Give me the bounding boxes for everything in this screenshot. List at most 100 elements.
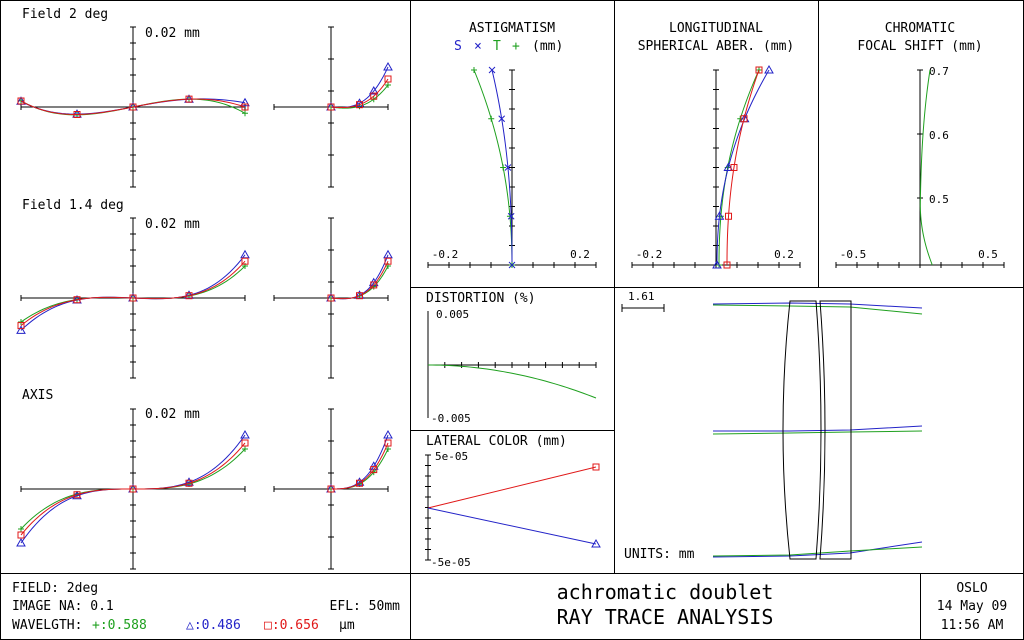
square-marker <box>327 485 335 493</box>
square-marker <box>356 101 363 109</box>
chromatic-y-label-0-7: 0.7 <box>929 65 949 78</box>
distortion-title: DISTORTION (%) <box>426 291 536 306</box>
ray-fan-0-tangential <box>16 26 250 188</box>
footer-wl-red: □:0.656 <box>264 618 319 633</box>
distortion-ymin-label: -0.005 <box>431 412 471 425</box>
footer: FIELD: 2deg IMAGE NA: 0.1 EFL: 50mm WAVE… <box>12 580 1007 633</box>
astig-legend-t: T <box>493 39 501 54</box>
square-marker <box>73 111 81 118</box>
astig-xmin-label: -0.2 <box>432 248 459 261</box>
distortion-curve <box>427 364 597 399</box>
triangle-marker <box>184 477 194 486</box>
ray-fan-1-tangential <box>16 217 250 379</box>
footer-efl: EFL: 50mm <box>330 599 401 614</box>
distortion-ymax-label: 0.005 <box>436 308 469 321</box>
x-marker <box>508 261 516 269</box>
fan-scale-label: 0.02 mm <box>145 26 200 41</box>
plus-marker <box>242 110 248 117</box>
x-marker <box>498 115 506 123</box>
plus-marker <box>506 213 513 220</box>
ray-fan-0-sagittal <box>273 26 393 188</box>
triangle-marker <box>723 162 734 171</box>
chromatic-title-1: CHROMATIC <box>885 21 955 36</box>
chromatic-focal-shift-plot: CHROMATIC FOCAL SHIFT (mm) 0.7 0.6 0.5 -… <box>835 21 1005 268</box>
fan-curve-red <box>330 442 389 490</box>
lens-element-1 <box>782 300 822 560</box>
square-marker <box>129 485 137 493</box>
triangle-marker <box>368 86 379 95</box>
plus-marker <box>488 115 495 122</box>
square-marker <box>723 261 731 269</box>
square-marker <box>185 95 193 103</box>
plus-marker <box>18 319 24 325</box>
astig-legend-units: (mm) <box>532 39 563 54</box>
fan-scale-label: 0.02 mm <box>145 217 200 232</box>
astigmatism-title: ASTIGMATISM <box>469 21 555 36</box>
chromatic-curve <box>919 69 933 266</box>
square-marker <box>384 257 392 265</box>
square-marker <box>327 294 335 302</box>
astig-legend-x: × <box>474 39 482 54</box>
square-marker <box>185 479 193 487</box>
x-marker <box>488 66 496 74</box>
square-marker <box>370 466 378 474</box>
distortion-plot: DISTORTION (%) 0.005 -0.005 <box>426 291 597 425</box>
astig-legend-plus: + <box>512 39 520 54</box>
field-label-axis: AXIS <box>22 388 53 403</box>
plus-marker <box>500 164 507 171</box>
plus-marker <box>18 526 24 532</box>
fan-curve-red <box>20 260 246 326</box>
square-marker <box>17 97 25 105</box>
triangle-marker <box>16 537 26 547</box>
square-marker <box>241 439 249 447</box>
square-marker <box>356 292 363 300</box>
astig-legend-s: S <box>454 39 462 54</box>
fan-curve-red <box>20 442 246 536</box>
spherical-title-2: SPHERICAL ABER. (mm) <box>638 39 795 54</box>
triangle-marker <box>714 211 725 220</box>
footer-analysis-title: RAY TRACE ANALYSIS <box>557 605 774 629</box>
footer-time: 11:56 AM <box>941 618 1004 633</box>
chromatic-xmax-label: 0.5 <box>978 248 998 261</box>
triangle-marker <box>764 64 774 74</box>
square-marker <box>17 322 25 330</box>
square-marker <box>730 164 738 171</box>
lateral-color-plot: LATERAL COLOR (mm) 5e-05 -5e-05 <box>425 434 601 569</box>
square-marker <box>725 212 733 220</box>
footer-field: FIELD: 2deg <box>12 581 98 596</box>
ray-fan-2-tangential <box>16 408 250 570</box>
plus-marker <box>242 446 248 452</box>
square-marker <box>384 75 392 83</box>
chromatic-title-2: FOCAL SHIFT (mm) <box>857 39 982 54</box>
square-marker <box>327 103 335 111</box>
footer-lens-title: achromatic doublet <box>557 580 774 604</box>
spherical-title-1: LONGITUDINAL <box>669 21 763 36</box>
field-label-1-4deg: Field 1.4 deg <box>22 198 124 213</box>
lateral-color-ymin-label: -5e-05 <box>431 556 471 569</box>
square-marker <box>129 103 137 111</box>
lens-layout-view: 1.61 UNITS: mm <box>621 290 923 562</box>
triangle-marker <box>240 429 250 439</box>
plus-marker <box>471 67 477 73</box>
footer-wavelength-label: WAVELGTH: <box>12 618 82 633</box>
fan-scale-label: 0.02 mm <box>145 407 200 422</box>
fan-curve-red <box>20 98 246 116</box>
footer-program: OSLO <box>956 581 987 596</box>
square-marker <box>241 103 249 111</box>
longitudinal-spherical-plot: LONGITUDINAL SPHERICAL ABER. (mm) -0.2 0… <box>631 21 801 269</box>
triangle-marker <box>240 97 250 107</box>
lateral-color-title: LATERAL COLOR (mm) <box>426 434 567 449</box>
astigmatism-plot: ASTIGMATISM S × T + (mm) -0.2 0.2 <box>427 21 597 269</box>
square-marker <box>17 531 25 539</box>
chromatic-xmin-label: -0.5 <box>840 248 867 261</box>
footer-wl-green: +:0.588 <box>92 618 147 633</box>
triangle-marker <box>354 98 365 107</box>
chromatic-y-label-0-5: 0.5 <box>929 193 949 206</box>
triangle-marker <box>16 325 26 334</box>
layout-scale-label: 1.61 <box>628 290 655 303</box>
x-marker <box>507 212 515 220</box>
square-marker <box>370 92 378 100</box>
lateral-color-blue-line <box>427 507 597 545</box>
